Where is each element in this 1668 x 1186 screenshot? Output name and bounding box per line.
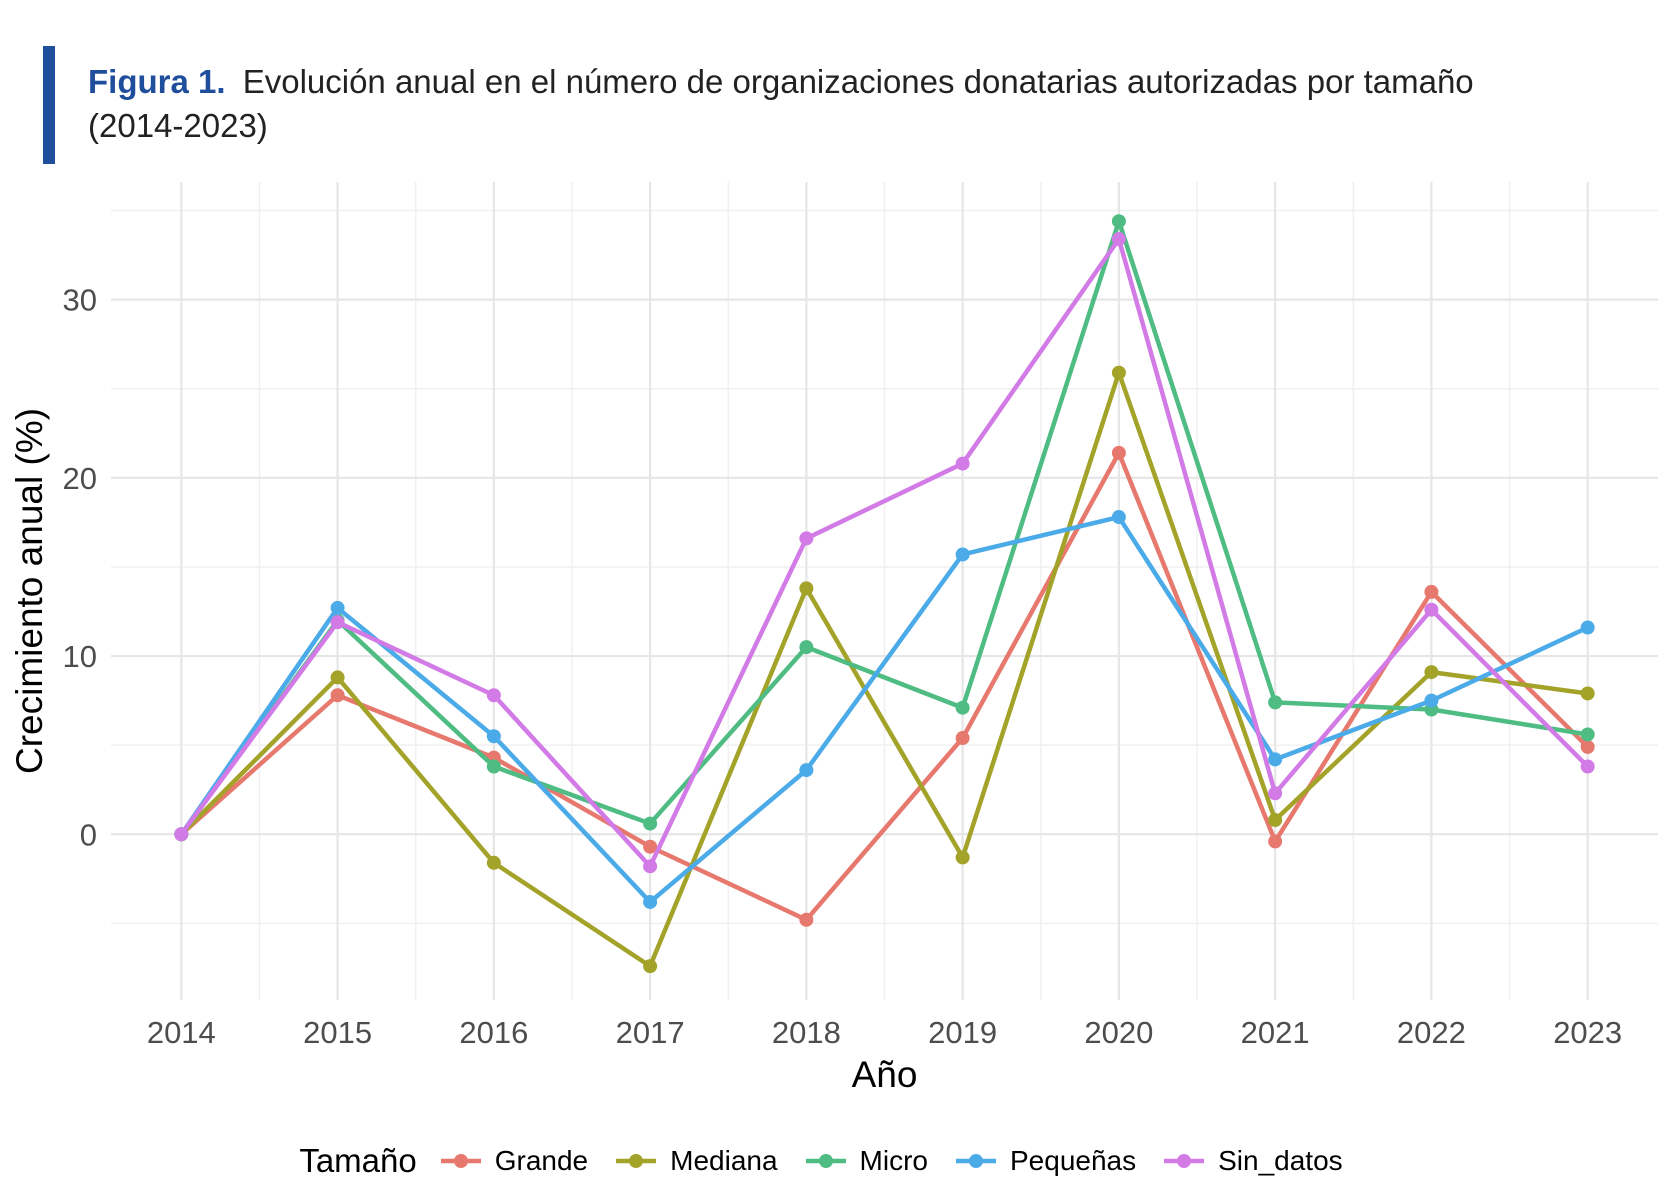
x-tick-label: 2017 bbox=[616, 1015, 685, 1050]
data-point bbox=[1424, 584, 1439, 599]
data-point bbox=[799, 912, 814, 927]
data-point bbox=[643, 859, 658, 874]
y-tick-label: 30 bbox=[63, 283, 97, 318]
data-point bbox=[486, 688, 501, 703]
data-point bbox=[799, 581, 814, 596]
data-point bbox=[1580, 759, 1595, 774]
legend-item: Mediana bbox=[614, 1145, 778, 1177]
x-tick-label: 2018 bbox=[772, 1015, 841, 1050]
legend-title: Tamaño bbox=[299, 1142, 417, 1179]
x-tick-label: 2015 bbox=[303, 1015, 372, 1050]
data-point bbox=[643, 959, 658, 974]
legend-key bbox=[616, 1154, 657, 1168]
data-point bbox=[955, 731, 970, 746]
legend-label: Sin_datos bbox=[1218, 1145, 1343, 1176]
data-point bbox=[486, 855, 501, 870]
y-tick-label: 0 bbox=[80, 817, 97, 852]
data-point bbox=[1268, 786, 1283, 801]
legend-item: Pequeñas bbox=[954, 1145, 1136, 1177]
data-point bbox=[330, 615, 345, 630]
x-axis-title: Año bbox=[852, 1054, 918, 1095]
series-sin_datos bbox=[174, 232, 1595, 874]
x-tick-label: 2021 bbox=[1241, 1015, 1310, 1050]
data-point bbox=[1580, 686, 1595, 701]
data-point bbox=[1111, 365, 1126, 380]
data-point bbox=[1268, 752, 1283, 767]
legend-label: Micro bbox=[859, 1145, 928, 1176]
legend-key-point bbox=[1177, 1154, 1192, 1168]
data-point bbox=[1424, 693, 1439, 708]
series-line bbox=[179, 450, 1590, 923]
legend-label: Grande bbox=[494, 1145, 589, 1176]
data-point bbox=[1424, 665, 1439, 680]
data-point bbox=[1580, 739, 1595, 754]
x-tick-label: 2020 bbox=[1084, 1015, 1153, 1050]
y-tick-label: 20 bbox=[63, 461, 97, 496]
series-line bbox=[179, 514, 1589, 905]
figure-title: Evolución anual en el número de organiza… bbox=[88, 63, 1474, 144]
legend-key-point bbox=[818, 1154, 833, 1168]
legend-key bbox=[956, 1154, 996, 1168]
x-tick-labels: 2014 2015 2016 2017 2018 2019 2020 2021 2022 2023 bbox=[147, 1015, 1622, 1050]
data-point bbox=[1111, 510, 1126, 525]
data-point bbox=[1268, 813, 1283, 828]
data-point bbox=[799, 763, 814, 778]
legend-key-point bbox=[453, 1154, 468, 1168]
data-point bbox=[1111, 232, 1126, 247]
data-point bbox=[955, 700, 970, 715]
data-point bbox=[1111, 214, 1126, 229]
data-point bbox=[330, 670, 345, 685]
data-point bbox=[643, 816, 658, 831]
y-tick-label: 10 bbox=[63, 639, 97, 674]
series-mediana bbox=[174, 365, 1595, 974]
y-tick-labels: 0 10 20 30 bbox=[63, 283, 97, 853]
data-point bbox=[643, 839, 658, 854]
x-tick-label: 2019 bbox=[928, 1015, 997, 1050]
data-point bbox=[330, 688, 345, 703]
data-point bbox=[955, 547, 970, 562]
y-axis-title: Crecimiento anual (%) bbox=[9, 408, 50, 774]
x-tick-label: 2014 bbox=[147, 1015, 216, 1050]
data-point bbox=[955, 456, 970, 471]
caption-accent-bar bbox=[43, 46, 55, 164]
legend-item: Micro bbox=[804, 1145, 928, 1177]
data-point bbox=[486, 729, 501, 744]
legend-item: Grande bbox=[439, 1145, 588, 1177]
data-point bbox=[1268, 834, 1283, 849]
legend-item: Sin_datos bbox=[1162, 1145, 1343, 1177]
data-point bbox=[799, 531, 814, 546]
figure-caption: Figura 1. Evolución anual en el número d… bbox=[88, 60, 1488, 148]
data-point bbox=[643, 894, 658, 909]
series-line bbox=[179, 218, 1589, 836]
legend-key-point bbox=[629, 1154, 644, 1168]
x-tick-label: 2023 bbox=[1553, 1015, 1622, 1050]
figure-label: Figura 1. bbox=[88, 63, 226, 100]
data-point bbox=[1580, 727, 1595, 742]
legend-items: Grande Mediana Micro Pequeñas Sin_datos bbox=[439, 1145, 1369, 1177]
x-tick-label: 2016 bbox=[459, 1015, 528, 1050]
series-pequeñas bbox=[174, 510, 1595, 909]
series-layer bbox=[174, 214, 1595, 974]
legend-key bbox=[1164, 1154, 1205, 1168]
data-point bbox=[1111, 445, 1126, 460]
x-tick-label: 2022 bbox=[1397, 1015, 1466, 1050]
data-point bbox=[1424, 602, 1439, 617]
data-point bbox=[174, 827, 189, 842]
legend: Tamaño Grande Mediana Micro Pequeñas Sin_dat… bbox=[0, 1142, 1668, 1180]
series-line bbox=[179, 236, 1590, 869]
legend-key bbox=[440, 1154, 481, 1168]
legend-label: Mediana bbox=[670, 1145, 778, 1176]
data-point bbox=[486, 759, 501, 774]
legend-key-point bbox=[969, 1154, 983, 1168]
series-line bbox=[179, 370, 1588, 969]
legend-key bbox=[805, 1154, 846, 1168]
data-point bbox=[1580, 620, 1595, 635]
data-point bbox=[955, 850, 970, 865]
legend-label: Pequeñas bbox=[1010, 1145, 1137, 1176]
data-point bbox=[1268, 695, 1283, 710]
data-point bbox=[330, 600, 345, 615]
data-point bbox=[799, 640, 814, 655]
